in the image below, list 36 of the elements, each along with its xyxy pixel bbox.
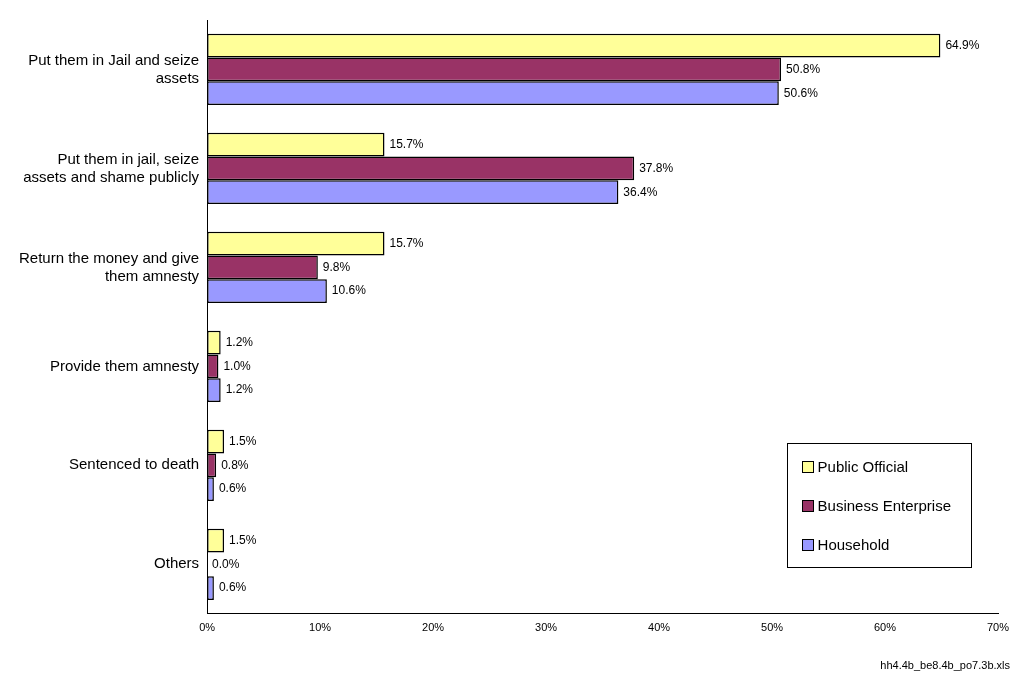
- data-label: 0.0%: [212, 556, 240, 571]
- x-tick-label: 20%: [422, 621, 445, 634]
- x-tick-label: 10%: [309, 621, 332, 634]
- data-label: 37.8%: [639, 160, 674, 175]
- data-label: 15.7%: [389, 137, 424, 152]
- data-label: 50.6%: [783, 85, 819, 100]
- y-tick-label: Return the money and give them amnesty: [18, 248, 200, 284]
- data-label: 50.8%: [786, 61, 821, 76]
- data-label: 0.6%: [218, 580, 247, 595]
- x-tick-label: 60%: [874, 621, 897, 634]
- legend-label: Household: [817, 536, 890, 553]
- text: hh4.4b_be8.4b_po7.3b.xls: [880, 659, 1011, 672]
- y-tick-label: Put them in Jail and seize assets: [28, 50, 200, 86]
- y-tick-label: Provide them amnesty: [49, 356, 200, 374]
- data-label: 1.2%: [225, 334, 254, 349]
- y-tick-label: Others: [154, 554, 200, 572]
- data-label: 1.0%: [223, 358, 252, 373]
- x-tick-label: 0%: [199, 621, 216, 634]
- legend-label: Public Official: [817, 458, 909, 475]
- data-label: 36.4%: [623, 184, 658, 199]
- legend-label: Business Enterprise: [817, 497, 951, 514]
- data-label: 9.8%: [322, 259, 351, 274]
- data-label: 10.6%: [331, 283, 367, 298]
- x-tick-label: 70%: [986, 621, 1010, 634]
- data-label: 1.2%: [225, 382, 254, 397]
- data-label: 1.5%: [229, 433, 257, 448]
- data-label: 15.7%: [389, 235, 424, 250]
- y-tick-label: Put them in jail, seize assets and shame publicly: [23, 149, 200, 185]
- data-label: 1.5%: [229, 532, 257, 547]
- x-tick-label: 30%: [535, 621, 558, 634]
- data-label: 0.6%: [218, 481, 247, 496]
- data-label: 0.8%: [221, 457, 249, 472]
- y-tick-label: Sentenced to death: [69, 455, 200, 473]
- x-tick-label: 50%: [761, 621, 784, 634]
- x-tick-label: 40%: [648, 621, 671, 634]
- data-label: 64.9%: [945, 38, 980, 53]
